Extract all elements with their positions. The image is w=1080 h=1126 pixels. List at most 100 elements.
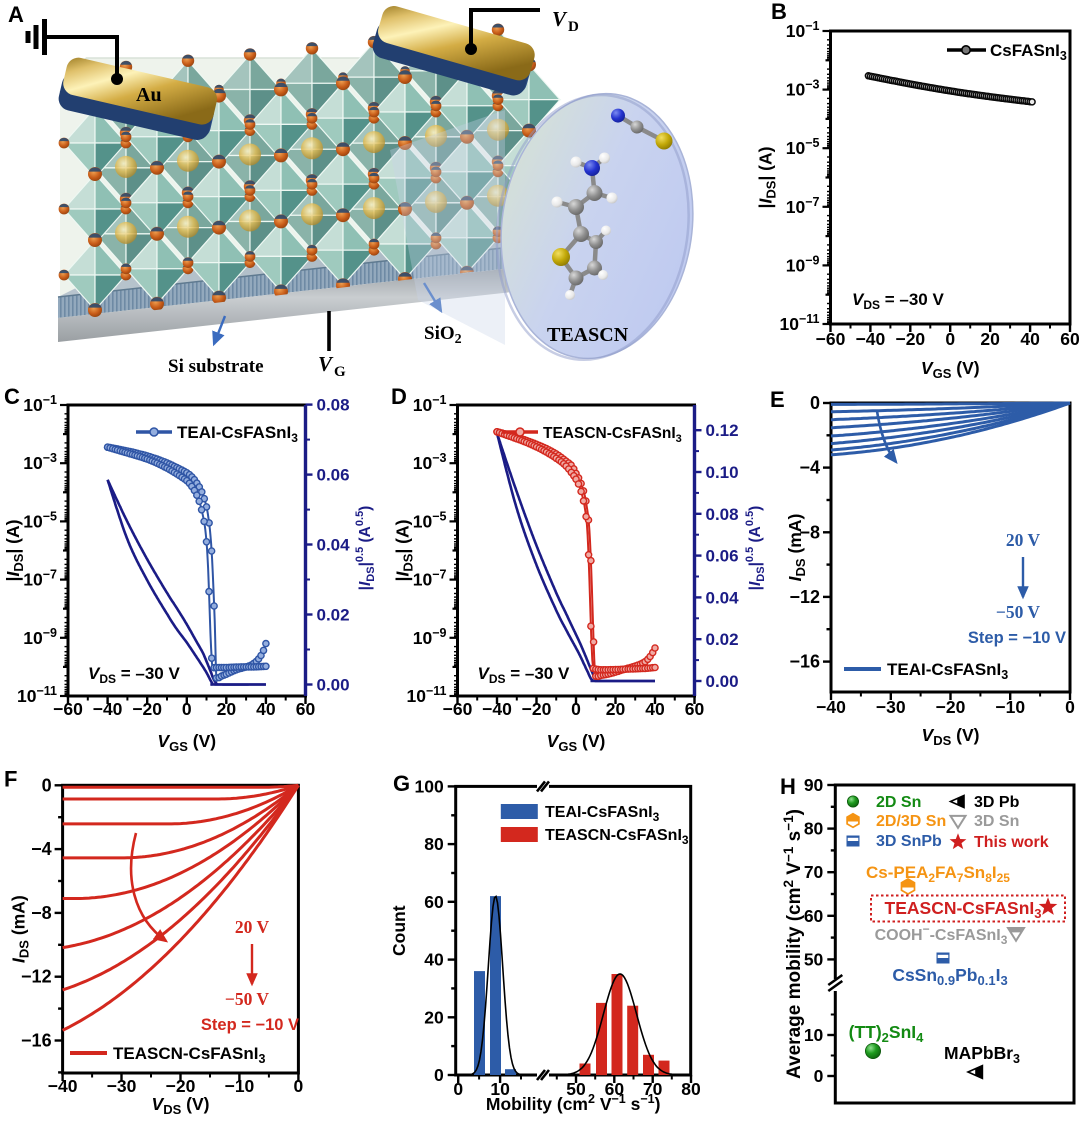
svg-text:−20: −20 — [522, 699, 552, 719]
svg-text:F: F — [4, 766, 17, 791]
svg-text:80: 80 — [424, 834, 444, 854]
svg-text:20: 20 — [217, 699, 237, 719]
svg-text:−40: −40 — [816, 697, 846, 717]
svg-text:VDS = –30 V: VDS = –30 V — [88, 664, 180, 686]
svg-text:0.00: 0.00 — [317, 676, 350, 695]
svg-text:70: 70 — [804, 862, 824, 882]
svg-text:VDS (V): VDS (V) — [922, 725, 980, 748]
svg-text:TEASCN-CsFASnI3: TEASCN-CsFASnI3 — [885, 898, 1042, 921]
svg-text:50: 50 — [566, 1079, 586, 1099]
svg-text:−60: −60 — [443, 699, 473, 719]
svg-text:VDS = –30 V: VDS = –30 V — [478, 664, 570, 686]
svg-text:−16: −16 — [789, 652, 820, 672]
svg-text:D: D — [391, 384, 407, 409]
svg-text:Si substrate: Si substrate — [168, 356, 264, 377]
svg-text:TEASCN-CsFASnI3: TEASCN-CsFASnI3 — [543, 425, 682, 445]
svg-text:0.04: 0.04 — [706, 588, 740, 607]
svg-text:80: 80 — [681, 1079, 701, 1099]
svg-text:V: V — [318, 352, 334, 376]
svg-text:0.06: 0.06 — [317, 466, 350, 485]
svg-text:G: G — [393, 771, 410, 796]
svg-text:0: 0 — [182, 699, 192, 719]
svg-text:TEAI-CsFASnI3: TEAI-CsFASnI3 — [177, 423, 298, 445]
svg-text:−30: −30 — [107, 1076, 137, 1096]
svg-text:0: 0 — [434, 1065, 444, 1085]
svg-text:H: H — [780, 774, 796, 799]
svg-text:COOH−-CsFASnI3: COOH−-CsFASnI3 — [875, 922, 1008, 947]
svg-text:−8: −8 — [799, 522, 820, 542]
svg-text:0.06: 0.06 — [706, 547, 739, 566]
svg-text:10−9: 10−9 — [786, 253, 820, 275]
svg-text:40: 40 — [1020, 329, 1040, 349]
svg-text:10: 10 — [804, 1025, 824, 1045]
svg-text:0.00: 0.00 — [706, 672, 739, 691]
svg-text:0.12: 0.12 — [706, 421, 739, 440]
svg-text:−12: −12 — [789, 587, 820, 607]
svg-text:Au: Au — [136, 84, 162, 106]
svg-text:−4: −4 — [799, 458, 820, 478]
svg-text:3D SnPb: 3D SnPb — [876, 833, 942, 850]
svg-text:−8: −8 — [31, 903, 52, 923]
svg-text:0: 0 — [814, 1066, 824, 1086]
svg-text:20: 20 — [980, 329, 1000, 349]
svg-text:40: 40 — [256, 699, 276, 719]
svg-text:VGS (V): VGS (V) — [547, 731, 606, 754]
svg-text:−20: −20 — [895, 329, 925, 349]
svg-text:−20: −20 — [936, 697, 966, 717]
svg-text:−50 V: −50 V — [225, 989, 270, 1009]
svg-text:VDS = –30 V: VDS = –30 V — [852, 290, 944, 312]
svg-text:0: 0 — [42, 775, 52, 795]
svg-text:V: V — [552, 7, 568, 31]
svg-text:−30: −30 — [876, 697, 906, 717]
svg-text:−40: −40 — [856, 329, 886, 349]
svg-text:60: 60 — [296, 699, 316, 719]
svg-text:MAPbBr3: MAPbBr3 — [944, 1043, 1020, 1066]
svg-text:|IDS| (A): |IDS| (A) — [756, 147, 779, 209]
svg-text:−40: −40 — [93, 699, 123, 719]
svg-text:60: 60 — [804, 906, 824, 926]
svg-text:40: 40 — [645, 699, 665, 719]
svg-text:Step = −10 V: Step = −10 V — [968, 629, 1066, 647]
svg-text:0.08: 0.08 — [706, 505, 739, 524]
svg-text:A: A — [8, 2, 24, 27]
svg-text:20 V: 20 V — [1006, 530, 1041, 550]
svg-text:−50 V: −50 V — [996, 602, 1041, 622]
svg-text:60: 60 — [605, 1079, 625, 1099]
svg-text:60: 60 — [1060, 329, 1080, 349]
svg-text:−40: −40 — [48, 1076, 78, 1096]
svg-text:−20: −20 — [166, 1076, 196, 1096]
svg-text:−10: −10 — [995, 697, 1025, 717]
svg-text:−60: −60 — [816, 329, 846, 349]
svg-text:90: 90 — [804, 775, 824, 795]
svg-text:60: 60 — [424, 892, 444, 912]
svg-text:60: 60 — [685, 699, 705, 719]
svg-text:TEAI-CsFASnI3: TEAI-CsFASnI3 — [887, 660, 1008, 682]
svg-text:2D Sn: 2D Sn — [876, 794, 921, 811]
svg-text:−4: −4 — [31, 839, 52, 859]
svg-text:C: C — [4, 384, 20, 409]
svg-text:0.04: 0.04 — [317, 536, 351, 555]
svg-text:|IDS| (A): |IDS| (A) — [3, 520, 26, 582]
svg-text:50: 50 — [804, 949, 824, 969]
svg-text:(TT)2SnI4: (TT)2SnI4 — [849, 1022, 925, 1045]
svg-text:−10: −10 — [225, 1076, 255, 1096]
svg-text:0: 0 — [1065, 697, 1075, 717]
svg-text:TEASCN-CsFASnI3: TEASCN-CsFASnI3 — [545, 827, 689, 847]
svg-text:−12: −12 — [21, 967, 52, 987]
svg-text:0.02: 0.02 — [317, 606, 350, 625]
svg-text:TEASCN-CsFASnI3: TEASCN-CsFASnI3 — [113, 1044, 265, 1066]
svg-text:Count: Count — [389, 905, 409, 956]
svg-text:Step = −10 V: Step = −10 V — [201, 1016, 299, 1034]
svg-text:B: B — [771, 0, 787, 24]
svg-text:0: 0 — [810, 393, 820, 413]
svg-text:0.02: 0.02 — [706, 630, 739, 649]
svg-text:3D Sn: 3D Sn — [974, 813, 1019, 830]
svg-text:Mobility (cm2 V−1 s−1): Mobility (cm2 V−1 s−1) — [486, 1092, 661, 1114]
svg-text:70: 70 — [643, 1079, 663, 1099]
svg-text:0: 0 — [571, 699, 581, 719]
svg-text:−16: −16 — [21, 1031, 52, 1051]
svg-text:−40: −40 — [482, 699, 512, 719]
svg-text:−60: −60 — [53, 699, 83, 719]
svg-text:100: 100 — [414, 776, 443, 796]
svg-text:This work: This work — [974, 834, 1049, 851]
